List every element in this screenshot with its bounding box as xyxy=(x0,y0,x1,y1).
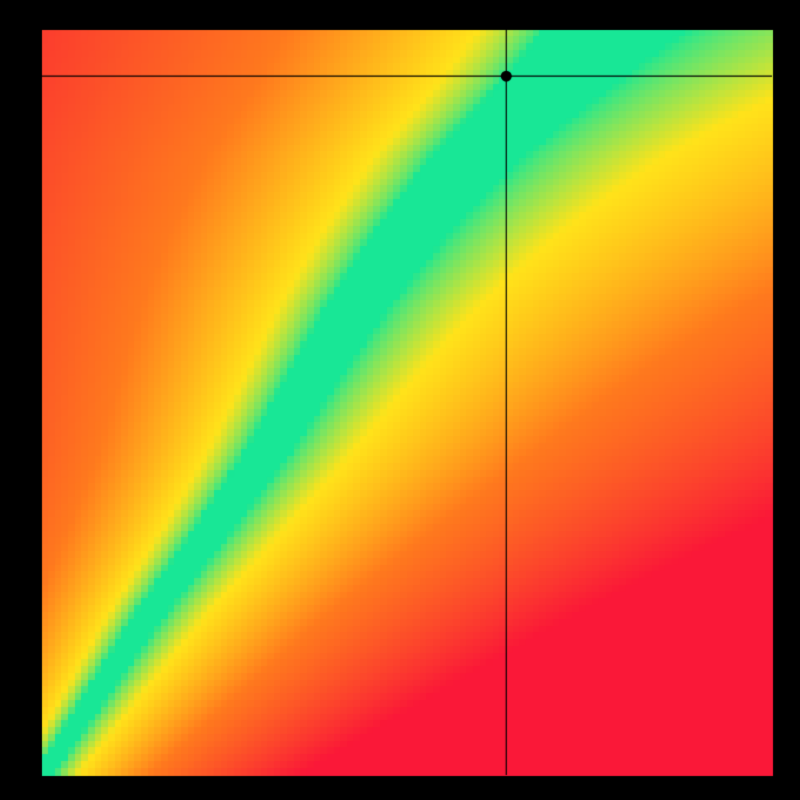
figure-container: TheBottleneck.com xyxy=(0,0,800,800)
bottleneck-heatmap xyxy=(0,0,800,800)
